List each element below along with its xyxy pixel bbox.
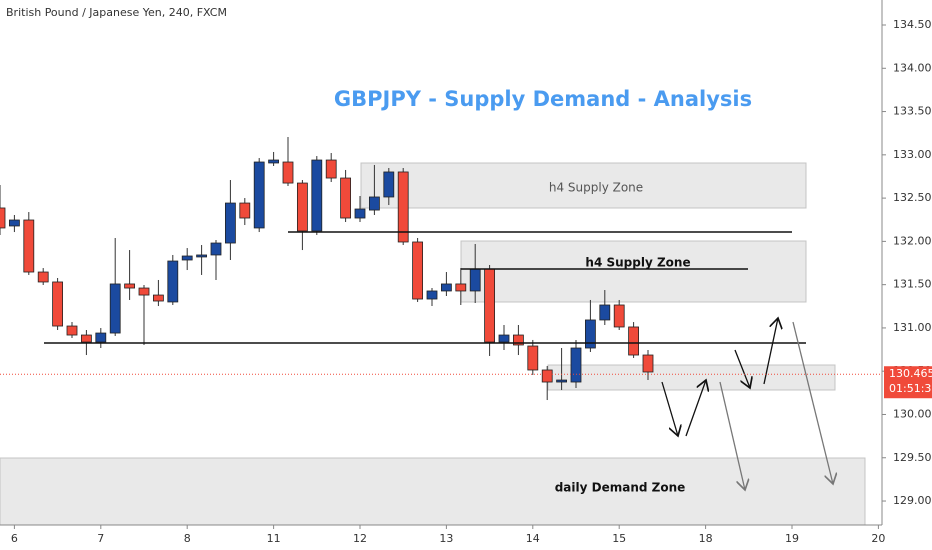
candle-body <box>426 290 438 300</box>
arrow <box>792 321 833 484</box>
y-tick-label: 134.500 <box>893 18 932 31</box>
candle-body <box>440 283 452 292</box>
x-tick-label: 11 <box>267 532 281 545</box>
candle-body <box>368 196 380 211</box>
y-tick-label: 131.500 <box>893 278 932 291</box>
x-tick-label: 13 <box>439 532 453 545</box>
x-tick-label: 8 <box>184 532 191 545</box>
candles <box>0 137 654 401</box>
arrows <box>661 318 833 490</box>
candle-body <box>181 255 193 261</box>
candle-body <box>354 208 366 219</box>
candle-body <box>66 325 78 336</box>
candle-body <box>628 326 639 356</box>
candle-body <box>268 159 280 164</box>
zones <box>0 162 866 526</box>
candle-body <box>311 159 323 232</box>
annotation: h4 Supply Zone <box>549 181 643 195</box>
levels <box>44 231 806 344</box>
annotation: h4 Supply Zone <box>585 256 690 270</box>
candle-body <box>37 271 49 283</box>
candle-body <box>239 202 251 219</box>
y-tick-label: 131.000 <box>893 321 932 334</box>
x-tick-label: 7 <box>97 532 104 545</box>
x-tick-label: 19 <box>785 532 799 545</box>
candle-body <box>210 242 222 256</box>
x-tick-label: 6 <box>11 532 18 545</box>
x-tick-label: 15 <box>612 532 626 545</box>
candle-body <box>282 161 294 184</box>
candle-body <box>196 254 208 258</box>
candle-body <box>599 304 611 321</box>
candle-body <box>8 219 20 227</box>
x-tick-label: 18 <box>699 532 713 545</box>
candle-body <box>138 287 150 296</box>
candle-body <box>412 241 424 300</box>
y-tick-label: 132.000 <box>893 234 932 247</box>
x-tick-label: 12 <box>353 532 367 545</box>
candle-body <box>325 159 337 179</box>
annotation: daily Demand Zone <box>555 481 686 495</box>
candle-body <box>570 347 582 383</box>
candle-body <box>109 283 121 334</box>
candle-body <box>613 304 625 328</box>
candle-body <box>642 354 654 373</box>
candle-body <box>498 334 510 343</box>
candle-body <box>484 268 496 343</box>
y-tick-label: 132.500 <box>893 191 932 204</box>
y-tick-label: 129.500 <box>893 451 932 464</box>
candle-body <box>513 334 524 346</box>
supply-zone <box>460 240 807 303</box>
candle-body <box>253 161 265 229</box>
demand-zone <box>0 457 866 526</box>
y-tick-label: 129.000 <box>893 494 932 507</box>
arrow <box>734 349 750 388</box>
arrow <box>763 318 778 385</box>
candle-body <box>556 379 567 383</box>
supply-zone <box>360 162 807 209</box>
candle-body <box>167 260 179 303</box>
candle-body <box>469 268 481 292</box>
arrow <box>661 381 678 436</box>
x-tick-label: 20 <box>871 532 885 545</box>
header: British Pound / Japanese Yen, 240, FXCM <box>6 6 227 19</box>
arrow <box>685 380 706 437</box>
y-tick-label: 130.000 <box>893 407 932 420</box>
y-tick-label: 133.000 <box>893 148 932 161</box>
last-price-label: 130.465 <box>889 367 932 380</box>
candle-body <box>340 177 352 219</box>
countdown-label: 01:51:30 <box>889 382 932 395</box>
candle-body <box>383 171 395 198</box>
candle-body <box>0 207 6 229</box>
y-tick-label: 134.000 <box>893 61 932 74</box>
candle-body <box>81 334 92 343</box>
candle-body <box>52 281 63 327</box>
candle-body <box>527 345 539 371</box>
candle-body <box>95 332 107 343</box>
candle-body <box>224 202 236 244</box>
candle-body <box>455 283 467 292</box>
candle-body <box>152 294 164 302</box>
arrow <box>719 381 745 490</box>
candle-body <box>397 171 409 243</box>
candle-body <box>541 369 553 383</box>
last-price-box <box>884 366 932 399</box>
chart-title: GBPJPY - Supply Demand - Analysis <box>334 87 752 111</box>
x-tick-label: 14 <box>526 532 540 545</box>
y-tick-label: 133.500 <box>893 105 932 118</box>
candle-body <box>296 182 308 232</box>
candle-body <box>23 219 35 273</box>
candle-body <box>124 283 135 289</box>
demand-zone <box>547 364 836 391</box>
candle-body <box>585 319 596 349</box>
